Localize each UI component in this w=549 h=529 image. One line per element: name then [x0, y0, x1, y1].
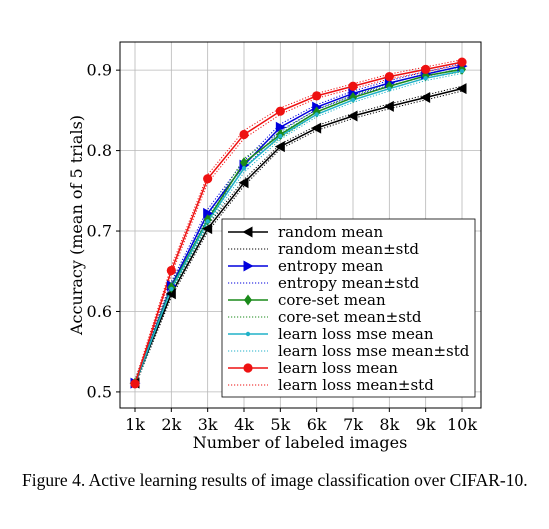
- std-upper-line-series-4: [134, 59, 463, 381]
- data-point-series-4: [421, 64, 431, 74]
- mean-line-series-2: [134, 68, 463, 384]
- legend-marker: [243, 363, 253, 373]
- data-point-series-4: [348, 81, 358, 91]
- plot-frame: [119, 41, 482, 409]
- mean-line-series-3: [134, 70, 463, 384]
- x-axis-label: Number of labeled images: [193, 433, 408, 452]
- data-point-series-3: [278, 133, 283, 139]
- data-point-series-3: [205, 219, 210, 224]
- mean-line-series-4: [134, 61, 463, 385]
- series-lines: [134, 61, 463, 385]
- x-tick-label: 5k: [270, 415, 290, 434]
- y-tick-label: 0.6: [87, 302, 112, 321]
- data-point-series-0: [383, 100, 394, 112]
- y-tick-label: 0.9: [87, 61, 112, 80]
- std-lower-line-series-3: [134, 72, 463, 387]
- data-point-series-0: [347, 110, 358, 122]
- data-point-series-3: [387, 86, 392, 91]
- data-point-series-3: [241, 166, 247, 171]
- data-point-series-4: [275, 106, 285, 116]
- data-point-series-4: [239, 129, 249, 140]
- x-tick-label: 10k: [447, 415, 477, 434]
- mean-line-series-1: [134, 65, 463, 384]
- data-point-series-3: [459, 68, 465, 74]
- data-point-series-1: [275, 121, 286, 133]
- data-point-series-0: [202, 223, 213, 235]
- legend-mean-label: learn loss mse mean: [278, 325, 434, 343]
- data-point-series-3: [423, 75, 428, 81]
- data-point-series-0: [165, 288, 176, 300]
- y-axis-label: Accuracy (mean of 5 trials): [67, 115, 86, 336]
- data-point-series-1: [203, 207, 214, 219]
- y-axis-ticks: 0.5 0.6 0.7 0.8 0.9: [87, 61, 120, 401]
- legend-mean-label: learn loss mean: [278, 359, 398, 377]
- x-tick-label: 2k: [161, 415, 181, 434]
- legend-marker: [244, 294, 252, 306]
- y-tick-label: 0.7: [87, 222, 112, 241]
- std-upper-line-series-0: [134, 85, 463, 381]
- x-tick-label: 6k: [307, 415, 327, 434]
- x-tick-label: 7k: [343, 415, 363, 434]
- x-tick-label: 4k: [234, 415, 254, 434]
- x-tick-label: 9k: [416, 415, 436, 434]
- y-tick-label: 0.5: [87, 382, 112, 401]
- data-point-series-4: [203, 174, 213, 184]
- figure-caption: Figure 4. Active learning results of ima…: [22, 470, 528, 490]
- x-tick-label: 1k: [125, 415, 145, 434]
- std-upper-line-series-1: [134, 63, 463, 381]
- series-markers: [129, 57, 468, 389]
- mean-line-series-0: [134, 87, 463, 384]
- data-point-series-4: [384, 71, 394, 82]
- data-point-series-4: [130, 379, 140, 389]
- legend-std-label: random mean±std: [278, 240, 419, 258]
- accuracy-line-chart: 0.5 0.6 0.7 0.8 0.9 1k 2k 3k 4k 5k 6k 7k 8k 9k 10k Nu…: [67, 41, 482, 452]
- data-point-series-0: [456, 83, 467, 95]
- x-axis-ticks: 1k 2k 3k 4k 5k 6k 7k 8k 9k 10k: [125, 408, 477, 434]
- legend-marker: [245, 331, 251, 337]
- legend-std-label: learn loss mse mean±std: [278, 342, 470, 360]
- legend-mean-label: random mean: [278, 223, 383, 241]
- data-point-series-4: [457, 57, 467, 67]
- std-lower-line-series-1: [134, 68, 463, 387]
- data-point-series-4: [312, 91, 322, 101]
- legend-marker: [243, 260, 254, 272]
- data-point-series-0: [311, 122, 322, 134]
- legend-std-label: core-set mean±std: [278, 308, 422, 326]
- x-tick-label: 8k: [379, 415, 399, 434]
- data-point-series-4: [166, 265, 176, 276]
- legend-mean-label: entropy mean: [278, 257, 384, 275]
- data-point-series-0: [274, 141, 285, 153]
- data-point-series-3: [169, 286, 174, 292]
- legend-std-label: learn loss mean±std: [278, 376, 434, 394]
- data-point-series-3: [314, 112, 319, 117]
- x-tick-label: 3k: [198, 415, 218, 434]
- data-point-series-0: [238, 177, 249, 189]
- data-point-series-3: [350, 97, 356, 103]
- legend-std-label: entropy mean±std: [278, 274, 420, 292]
- legend-mean-label: core-set mean: [278, 291, 386, 309]
- legend-marker: [242, 226, 253, 238]
- data-point-series-0: [420, 92, 431, 104]
- data-point-series-2: [240, 157, 248, 169]
- y-tick-label: 0.8: [87, 141, 112, 160]
